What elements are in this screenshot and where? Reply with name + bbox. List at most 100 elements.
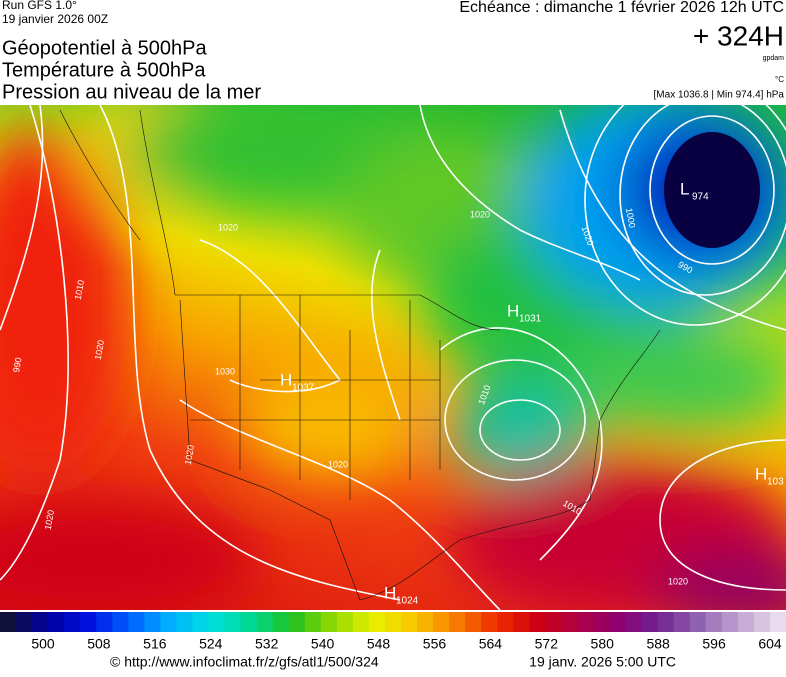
isobar-label: 1000: [624, 207, 637, 228]
colorbar-swatch: [112, 612, 129, 632]
colorbar-swatch: [320, 612, 338, 632]
colorbar-swatch: [176, 612, 193, 632]
map: [0, 105, 786, 610]
colorbar-swatch: [577, 612, 595, 632]
colorbar-swatch: [465, 612, 482, 632]
colorbar-label: 604: [758, 636, 782, 652]
colorbar-swatch: [160, 612, 177, 632]
title-line: Pression au niveau de la mer: [2, 81, 261, 103]
colorbar-swatch: [593, 612, 611, 632]
colorbar-swatch: [192, 612, 210, 632]
colorbar-swatch: [433, 612, 450, 632]
colorbar-swatch: [625, 612, 643, 632]
colorbar-swatch: [208, 612, 226, 632]
pressure-center-letter: H: [507, 301, 519, 320]
colorbar-swatch: [641, 612, 659, 632]
colorbar-swatch: [769, 612, 786, 632]
pressure-center-value: 1031: [519, 314, 542, 325]
colorbar-label: 540: [311, 636, 335, 652]
colorbar-label: 524: [199, 636, 223, 652]
colorbar-swatch: [96, 612, 113, 632]
pressure-center-letter: H: [280, 370, 292, 389]
colorbar-swatch: [288, 612, 306, 632]
colorbar-swatch: [240, 612, 258, 632]
colorbar-swatch: [304, 612, 322, 632]
colorbar-swatch: [417, 612, 434, 632]
colorbar-swatch: [753, 612, 771, 632]
pressure-center-letter: H: [384, 583, 396, 602]
colorbar-swatch: [64, 612, 81, 632]
colorbar-swatch: [48, 612, 65, 632]
colorbar-swatch: [561, 612, 578, 632]
colorbar-label: 516: [143, 636, 167, 652]
isobar-label: 1020: [470, 209, 490, 219]
isobar-label: 1020: [43, 509, 56, 530]
isobar-label: 1020: [218, 222, 238, 232]
colorbar-swatch: [737, 612, 755, 632]
colorbar-swatch: [609, 612, 627, 632]
colorbar-swatch: [384, 612, 402, 632]
pressure-center-letter: L: [680, 179, 689, 198]
colorbar-swatch: [689, 612, 707, 632]
colorbar-label: 508: [87, 636, 111, 652]
colorbar-swatch: [368, 612, 386, 632]
colorbar-label: 596: [702, 636, 726, 652]
colorbar-swatch: [449, 612, 466, 632]
colorbar-swatch: [272, 612, 290, 632]
temp-unit: °C: [775, 75, 784, 84]
pressure-center-value: 103: [767, 477, 784, 488]
pressure-extremes: [Max 1036.8 | Min 974.4] hPa: [654, 90, 785, 101]
colorbar-label: 572: [535, 636, 559, 652]
source-url: © http://www.infoclimat.fr/z/gfs/atl1/50…: [110, 654, 379, 670]
colorbar: [0, 612, 786, 632]
isobar-label: 1020: [668, 576, 688, 586]
colorbar-label: 580: [591, 636, 615, 652]
title-line: Géopotentiel à 500hPa: [2, 37, 207, 59]
colorbar-label: 532: [255, 636, 279, 652]
unit-label: gpdam: [763, 55, 785, 62]
colorbar-label: 556: [423, 636, 447, 652]
pressure-center-value: 974: [692, 192, 709, 203]
isobar-label: 1020: [93, 339, 106, 360]
isobar-label: 1030: [215, 366, 235, 376]
colorbar-swatch: [0, 612, 17, 632]
colorbar-swatch: [513, 612, 530, 632]
pressure-center-letter: H: [755, 464, 767, 483]
pressure-center-value: 1037: [292, 383, 315, 394]
colorbar-label: 588: [646, 636, 670, 652]
colorbar-swatch: [256, 612, 274, 632]
colorbar-swatch: [545, 612, 562, 632]
forecast-offset: + 324H: [693, 20, 784, 51]
isobar-label: 1010: [73, 279, 86, 300]
pressure-center-value: 1024: [396, 596, 419, 607]
title-line: Température à 500hPa: [2, 59, 206, 81]
colorbar-swatch: [144, 612, 161, 632]
colorbar-swatch: [128, 612, 145, 632]
colorbar-swatch: [352, 612, 370, 632]
timestamp: 19 janv. 2026 5:00 UTC: [529, 654, 676, 670]
isobar-label: 1020: [183, 444, 196, 465]
colorbar-swatch: [705, 612, 723, 632]
colorbar-swatch: [673, 612, 691, 632]
colorbar-swatch: [721, 612, 739, 632]
forecast-time: Echéance : dimanche 1 février 2026 12h U…: [459, 0, 784, 16]
colorbar-swatch: [657, 612, 675, 632]
colorbar-swatch: [336, 612, 354, 632]
colorbar-swatch: [32, 612, 49, 632]
run-label: Run GFS 1.0°: [2, 0, 77, 12]
run-date: 19 janvier 2026 00Z: [2, 12, 108, 26]
colorbar-swatch: [224, 612, 242, 632]
isobar-label: 990: [11, 357, 23, 374]
colorbar-label: 500: [31, 636, 55, 652]
colorbar-swatch: [80, 612, 97, 632]
colorbar-label: 548: [367, 636, 391, 652]
colorbar-label: 564: [479, 636, 503, 652]
colorbar-swatch: [481, 612, 498, 632]
colorbar-swatch: [16, 612, 33, 632]
colorbar-swatch: [529, 612, 546, 632]
isobar-label: 1020: [328, 459, 348, 469]
colorbar-swatch: [401, 612, 418, 632]
colorbar-swatch: [497, 612, 514, 632]
